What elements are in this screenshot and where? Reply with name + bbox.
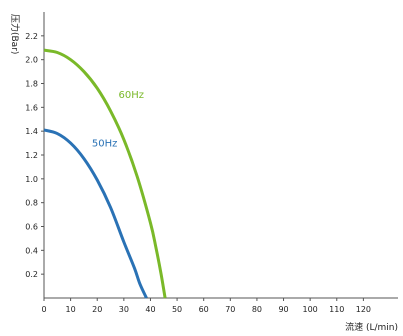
y-axis-title: 压力(Bar) bbox=[9, 14, 21, 54]
series-line-50hz bbox=[43, 128, 148, 299]
y-tick-label: 0.8 bbox=[25, 199, 38, 208]
y-tick-label: 0.4 bbox=[25, 246, 38, 255]
y-tick-label: 1.8 bbox=[25, 80, 38, 89]
x-axis-title: 流速 (L/min) bbox=[345, 321, 398, 333]
axes bbox=[43, 12, 398, 299]
y-tick-label: 1.0 bbox=[25, 175, 38, 184]
y-ticks: 0.2 0.4 0.6 0.8 1.0 1.2 1.4 1.6 1.8 2.0 2.2 bbox=[25, 32, 44, 279]
x-ticks: 0 10 20 30 40 50 60 70 80 90 100 110 120 bbox=[41, 298, 371, 314]
x-tick-label: 0 bbox=[41, 305, 46, 314]
x-tick-label: 40 bbox=[145, 305, 155, 314]
series-label-50hz: 50Hz bbox=[92, 139, 118, 150]
x-tick-label: 30 bbox=[119, 305, 129, 314]
x-tick-label: 60 bbox=[199, 305, 209, 314]
series-line-60hz bbox=[43, 48, 167, 299]
x-tick-label: 120 bbox=[356, 305, 371, 314]
x-tick-label: 10 bbox=[66, 305, 76, 314]
x-tick-label: 70 bbox=[225, 305, 235, 314]
y-tick-label: 0.2 bbox=[25, 270, 38, 279]
y-tick-label: 2.0 bbox=[25, 56, 38, 65]
x-tick-label: 50 bbox=[172, 305, 182, 314]
y-tick-label: 1.6 bbox=[25, 103, 38, 112]
x-tick-label: 110 bbox=[329, 305, 344, 314]
x-tick-label: 100 bbox=[303, 305, 318, 314]
y-tick-label: 1.2 bbox=[25, 151, 38, 160]
y-tick-label: 0.6 bbox=[25, 223, 38, 232]
x-tick-label: 20 bbox=[92, 305, 102, 314]
series-label-60hz: 60Hz bbox=[119, 90, 144, 101]
y-tick-label: 1.4 bbox=[25, 127, 38, 136]
y-tick-label: 2.2 bbox=[25, 32, 38, 41]
x-tick-label: 90 bbox=[278, 305, 288, 314]
series-group: 60Hz 50Hz bbox=[43, 48, 167, 299]
x-tick-label: 80 bbox=[252, 305, 262, 314]
